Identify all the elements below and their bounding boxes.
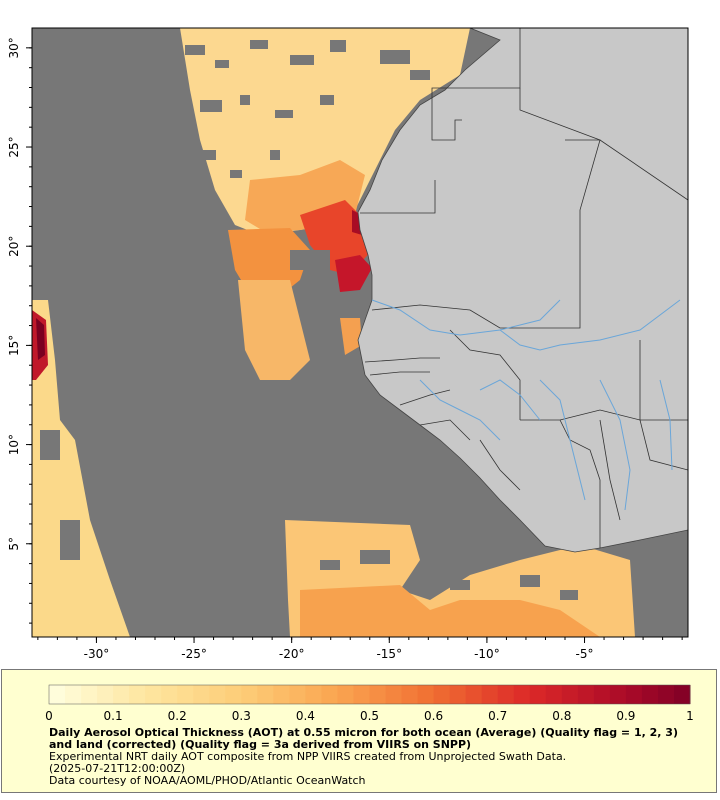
colorbar-tick-label: 0.7 (488, 709, 507, 723)
caption-line-2: (2025-07-21T12:00:00Z) (49, 762, 186, 775)
colorbar-cell (641, 685, 659, 704)
colorbar-cell (49, 685, 66, 704)
colorbar-cell (497, 685, 515, 704)
africa-landmass (357, 28, 688, 553)
colorbar-cell (369, 685, 387, 704)
x-tick-label: -5° (576, 647, 594, 661)
colorbar-cell (113, 685, 130, 704)
colorbar-tick-label: 1 (686, 709, 694, 723)
y-tick-label: 5° (7, 537, 21, 551)
colorbar-cell (449, 685, 467, 704)
colorbar-cell (561, 685, 579, 704)
colorbar-cell (289, 685, 306, 704)
country-borders (360, 28, 688, 548)
colorbar-cell (209, 685, 226, 704)
colorbar-cell (161, 685, 178, 704)
colorbar-cell (97, 685, 114, 704)
longitude-ticks: -30° -25° -20° -15° -10° -5° (37, 637, 683, 661)
y-tick-label: 25° (7, 136, 21, 157)
colorbar-cell (401, 685, 419, 704)
colorbar-tick-label: 0.6 (424, 709, 443, 723)
rivers (371, 299, 681, 511)
x-tick-label: -25° (181, 647, 207, 661)
colorbar-cell (65, 685, 82, 704)
colorbar-tick-label: 0.3 (232, 709, 251, 723)
colorbar-cell (545, 685, 563, 704)
colorbar-cell (433, 685, 451, 704)
colorbar-cell (465, 685, 483, 704)
colorbar-cell (577, 685, 595, 704)
caption-title: Daily Aerosol Optical Thickness (AOT) at… (49, 726, 678, 751)
caption-line-3: Data courtesy of NOAA/AOML/PHOD/Atlantic… (49, 774, 366, 787)
colorbar-cell (81, 685, 98, 704)
colorbar-cell (625, 685, 643, 704)
colorbar-tick-label: 0.1 (104, 709, 123, 723)
map-frame (31, 27, 689, 638)
aot-swath-data (32, 28, 635, 637)
colorbar-cell (481, 685, 499, 704)
colorbar-cell (673, 685, 691, 704)
caption-line-1: Experimental NRT daily AOT composite fro… (49, 750, 567, 763)
colorbar-cell (225, 685, 242, 704)
caption: Daily Aerosol Optical Thickness (AOT) at… (49, 727, 689, 787)
colorbar-cell (145, 685, 162, 704)
colorbar-cell (273, 685, 290, 704)
colorbar-cell (609, 685, 627, 704)
y-tick-label: 20° (7, 236, 21, 257)
colorbar-cell (337, 685, 354, 704)
x-tick-label: -15° (376, 647, 402, 661)
colorbar-cell (353, 685, 370, 704)
colorbar-tick-labels: 0 0.1 0.2 0.3 0.4 0.5 0.6 0.7 0.8 0.9 1 (45, 709, 694, 723)
colorbar-tick-label: 0.2 (168, 709, 187, 723)
colorbar-cell (129, 685, 146, 704)
x-tick-label: -30° (84, 647, 110, 661)
colorbar-tick-label: 0.5 (360, 709, 379, 723)
colorbar-frame (48, 684, 691, 705)
colorbar-cell (305, 685, 322, 704)
colorbar-cell (417, 685, 435, 704)
colorbar-tick-label: 0 (45, 709, 53, 723)
colorbar-cell (385, 685, 403, 704)
colorbar-cell (241, 685, 258, 704)
colorbar-cell (257, 685, 274, 704)
x-tick-label: -10° (474, 647, 500, 661)
map-area: -30° -25° -20° -15° -10° -5° 30° 25° 20° 15° 10° 5… (7, 27, 689, 661)
colorbar-tick-label: 0.8 (552, 709, 571, 723)
colorbar-cell (593, 685, 611, 704)
colorbar-cell (657, 685, 675, 704)
y-tick-label: 30° (7, 37, 21, 58)
colorbar-tick-label: 0.4 (296, 709, 315, 723)
colorbar-tick-label: 0.9 (616, 709, 635, 723)
colorbar-cell (177, 685, 194, 704)
x-tick-label: -20° (279, 647, 305, 661)
aot-colorbar: 0 0.1 0.2 0.3 0.4 0.5 0.6 0.7 0.8 0.9 1 (45, 684, 694, 723)
y-tick-label: 15° (7, 335, 21, 356)
colorbar-cells (48, 684, 691, 705)
colorbar-cell (513, 685, 531, 704)
latitude-ticks: 30° 25° 20° 15° 10° 5° (7, 37, 32, 624)
colorbar-cell (193, 685, 210, 704)
aot-map: -30° -25° -20° -15° -10° -5° 30° 25° 20° 15° 10° 5… (7, 27, 689, 661)
colorbar-cell (321, 685, 338, 704)
legend-panel: 0 0.1 0.2 0.3 0.4 0.5 0.6 0.7 0.8 0.9 1 Daily Aero… (1, 669, 717, 793)
colorbar-cell (529, 685, 547, 704)
cloud-gaps (40, 40, 578, 600)
y-tick-label: 10° (7, 434, 21, 455)
